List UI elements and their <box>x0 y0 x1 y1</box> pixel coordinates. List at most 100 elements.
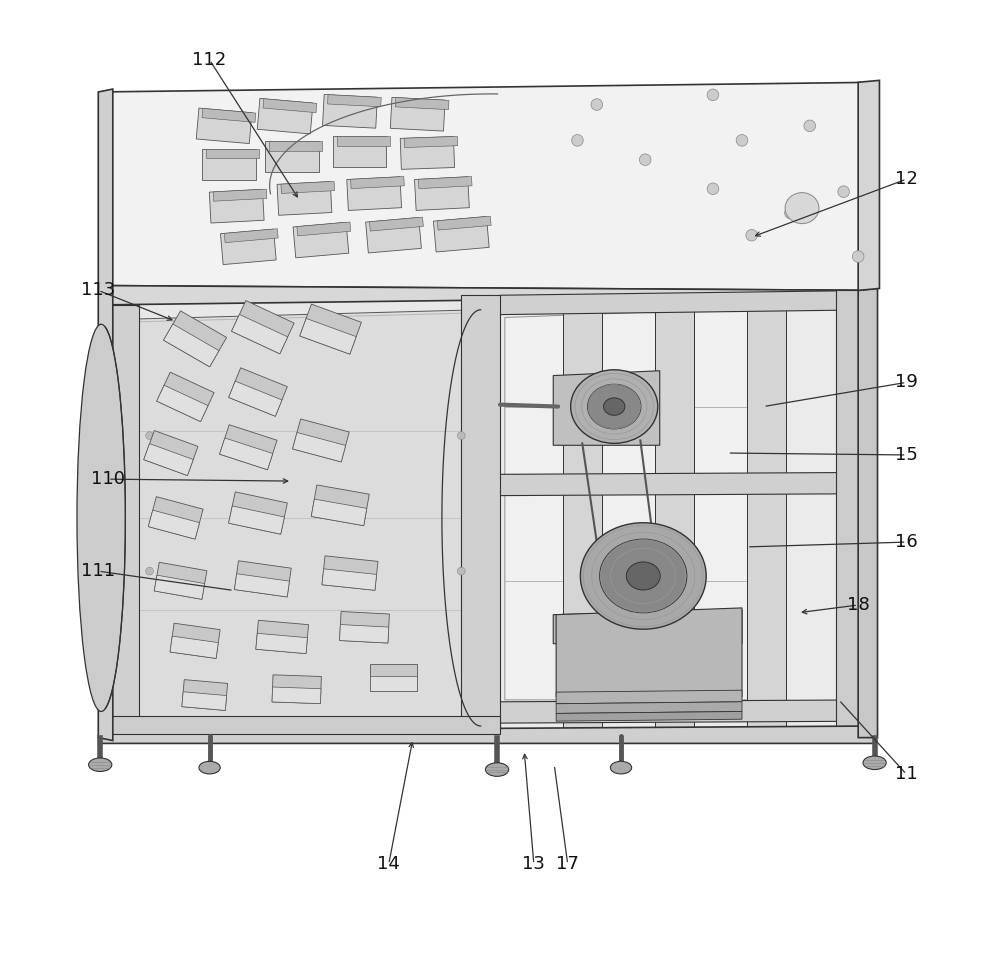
Bar <box>170 623 220 658</box>
Polygon shape <box>100 726 875 743</box>
Ellipse shape <box>485 763 509 776</box>
Bar <box>370 217 423 231</box>
Circle shape <box>852 251 864 262</box>
Bar <box>404 136 458 147</box>
Polygon shape <box>100 286 875 305</box>
Bar <box>224 228 278 243</box>
Circle shape <box>457 567 465 575</box>
Bar <box>328 95 381 106</box>
Text: 113: 113 <box>81 282 115 299</box>
Polygon shape <box>461 295 500 738</box>
Polygon shape <box>500 290 875 315</box>
Polygon shape <box>100 82 875 290</box>
Ellipse shape <box>588 384 641 429</box>
Ellipse shape <box>580 523 706 629</box>
Circle shape <box>707 183 719 195</box>
Bar <box>234 560 291 597</box>
Bar <box>297 222 351 236</box>
Ellipse shape <box>610 761 632 774</box>
Polygon shape <box>556 608 742 697</box>
Bar <box>293 419 349 462</box>
Bar <box>337 136 390 146</box>
Bar <box>154 562 207 599</box>
Ellipse shape <box>77 324 125 711</box>
Circle shape <box>746 229 757 241</box>
Bar <box>293 223 349 257</box>
Circle shape <box>639 154 651 166</box>
Text: 18: 18 <box>847 596 870 614</box>
Polygon shape <box>553 610 742 644</box>
Text: 16: 16 <box>895 533 918 551</box>
Ellipse shape <box>571 370 658 443</box>
Ellipse shape <box>199 761 220 774</box>
Bar <box>202 149 256 180</box>
Bar <box>229 368 287 416</box>
Bar <box>265 141 318 172</box>
Bar <box>277 182 332 215</box>
Polygon shape <box>500 290 875 738</box>
Polygon shape <box>858 80 879 290</box>
Bar <box>144 431 198 475</box>
Circle shape <box>146 432 153 439</box>
Text: 14: 14 <box>377 856 400 873</box>
Bar <box>170 636 218 658</box>
Polygon shape <box>500 700 875 723</box>
Text: 13: 13 <box>522 856 545 873</box>
Bar <box>164 324 219 367</box>
Polygon shape <box>556 711 742 721</box>
Text: 19: 19 <box>895 374 918 391</box>
Polygon shape <box>655 295 694 738</box>
Bar <box>232 315 288 353</box>
Circle shape <box>838 186 849 197</box>
Circle shape <box>707 89 719 101</box>
Bar <box>182 692 227 711</box>
Ellipse shape <box>626 561 660 590</box>
Ellipse shape <box>785 193 819 224</box>
Bar <box>370 664 417 691</box>
Bar <box>220 425 277 469</box>
Polygon shape <box>747 295 786 738</box>
Bar <box>182 680 228 711</box>
Bar <box>433 217 489 252</box>
Bar <box>229 381 282 416</box>
Bar <box>196 108 252 143</box>
Bar <box>229 492 287 534</box>
Circle shape <box>146 567 153 575</box>
Circle shape <box>572 135 583 146</box>
Text: 12: 12 <box>895 170 918 188</box>
Polygon shape <box>100 305 139 738</box>
Bar <box>202 108 256 122</box>
Bar <box>370 677 417 691</box>
Bar <box>418 176 472 189</box>
Polygon shape <box>121 310 479 724</box>
Bar <box>437 216 491 230</box>
Bar <box>209 190 264 223</box>
Bar <box>347 177 402 210</box>
Text: 110: 110 <box>91 470 125 488</box>
Circle shape <box>785 207 796 219</box>
Bar <box>232 301 294 353</box>
Bar <box>213 189 267 201</box>
Polygon shape <box>118 313 483 720</box>
Bar <box>269 141 322 151</box>
Bar <box>157 372 214 422</box>
Circle shape <box>736 135 748 146</box>
Polygon shape <box>100 295 500 738</box>
Bar <box>300 318 356 354</box>
Bar <box>415 177 469 210</box>
Bar <box>256 633 307 653</box>
Bar <box>323 95 377 128</box>
Bar <box>220 229 276 264</box>
Bar <box>293 433 346 462</box>
Bar <box>148 497 203 539</box>
Polygon shape <box>500 472 875 496</box>
Text: 112: 112 <box>192 51 227 69</box>
Polygon shape <box>858 288 878 738</box>
Bar <box>220 438 273 469</box>
Bar <box>229 506 284 534</box>
Bar <box>390 98 445 131</box>
Bar <box>300 304 361 354</box>
Ellipse shape <box>863 756 886 770</box>
Bar <box>263 99 317 112</box>
Bar <box>400 136 455 169</box>
